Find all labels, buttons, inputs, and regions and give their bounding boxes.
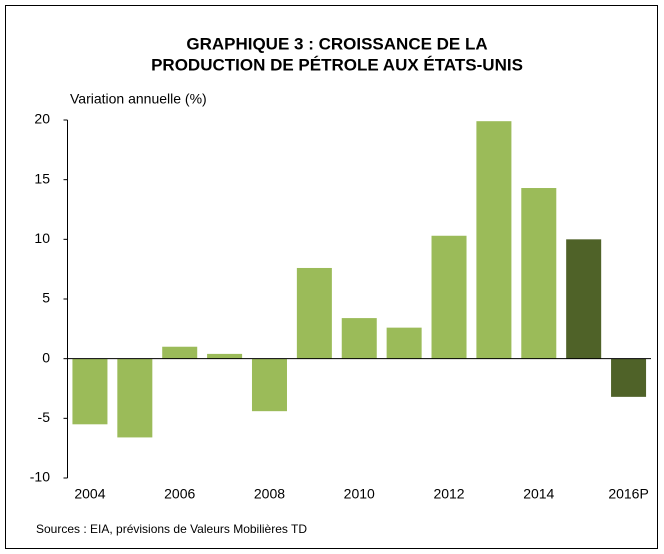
bar: [521, 188, 557, 359]
bar: [72, 358, 108, 425]
y-tick-label: 5: [42, 290, 50, 306]
x-tick-label: 2014: [523, 486, 554, 502]
bar: [162, 346, 198, 359]
y-tick-label: 0: [42, 349, 50, 365]
x-tick-label: 2008: [254, 486, 285, 502]
x-tick-label: 2016P: [608, 486, 648, 502]
y-axis-label: Variation annuelle (%): [70, 91, 207, 107]
bar: [117, 358, 153, 438]
bar: [386, 327, 422, 359]
bar: [476, 121, 512, 359]
y-tick-label: -5: [38, 409, 51, 425]
chart-title: GRAPHIQUE 3 : CROISSANCE DE LA: [186, 34, 487, 53]
bar: [431, 235, 467, 359]
y-tick-label: -10: [30, 469, 50, 485]
bar: [566, 239, 602, 359]
y-tick-label: 20: [34, 111, 50, 127]
source-note: Sources : EIA, prévisions de Valeurs Mob…: [36, 522, 307, 536]
bar: [341, 318, 377, 359]
x-tick-label: 2006: [164, 486, 195, 502]
bar: [207, 353, 243, 359]
y-tick-label: 15: [34, 170, 50, 186]
x-tick-label: 2004: [74, 486, 105, 502]
x-tick-label: 2012: [433, 486, 464, 502]
bar: [296, 267, 332, 359]
chart-title: PRODUCTION DE PÉTROLE AUX ÉTATS-UNIS: [151, 55, 523, 74]
y-tick-label: 10: [34, 230, 50, 246]
bar: [611, 358, 647, 397]
x-tick-label: 2010: [344, 486, 375, 502]
bar: [251, 358, 287, 412]
